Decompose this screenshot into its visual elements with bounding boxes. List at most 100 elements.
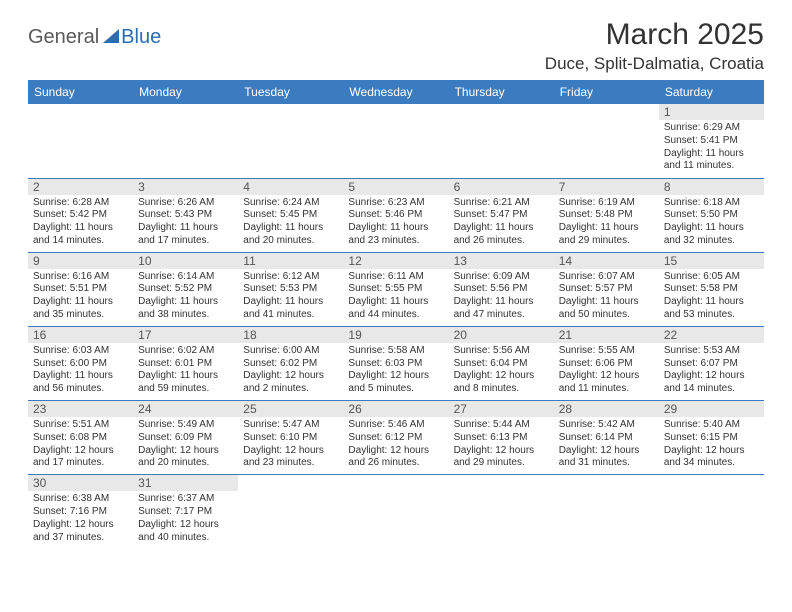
calendar-cell: 22 Sunrise: 5:53 AMSunset: 6:07 PMDayligh… [659,326,764,400]
calendar-cell [449,104,554,178]
calendar-cell: 11Sunrise: 6:12 AMSunset: 5:53 PMDayligh… [238,252,343,326]
sunrise-text: Sunrise: 5:55 AM [559,345,654,358]
sunset-text: Sunset: 5:56 PM [454,283,549,296]
sunset-text: Sunset: 5:43 PM [138,209,233,222]
col-tuesday: Tuesday [238,80,343,104]
calendar-cell [28,104,133,178]
sunrise-text: Sunrise: 6:16 AM [33,271,128,284]
daylight-text: Daylight: 12 hours and 37 minutes. [33,519,128,545]
sunrise-text: Sunrise: 6:12 AM [243,271,338,284]
calendar-cell [343,104,448,178]
calendar-cell [343,475,448,549]
sunrise-text: Sunrise: 5:51 AM [33,419,128,432]
sunset-text: Sunset: 5:41 PM [664,135,759,148]
day-info: Sunrise: 5:51 AMSunset: 6:08 PMDaylight:… [33,419,128,470]
calendar-cell: 7Sunrise: 6:19 AMSunset: 5:48 PMDaylight… [554,178,659,252]
day-info: Sunrise: 6:05 AMSunset: 5:58 PMDaylight:… [664,271,759,322]
day-number: 10 [133,253,238,269]
day-info: Sunrise: 5:44 AMSunset: 6:13 PMDaylight:… [454,419,549,470]
calendar-cell [133,104,238,178]
daylight-text: Daylight: 11 hours and 29 minutes. [559,222,654,248]
day-info: Sunrise: 6:24 AMSunset: 5:45 PMDaylight:… [243,197,338,248]
daylight-text: Daylight: 11 hours and 41 minutes. [243,296,338,322]
col-thursday: Thursday [449,80,554,104]
daylight-text: Daylight: 11 hours and 38 minutes. [138,296,233,322]
sunset-text: Sunset: 6:15 PM [664,432,759,445]
sunrise-text: Sunrise: 5:46 AM [348,419,443,432]
calendar-cell: 4Sunrise: 6:24 AMSunset: 5:45 PMDaylight… [238,178,343,252]
sunset-text: Sunset: 6:04 PM [454,358,549,371]
day-info: Sunrise: 6:18 AMSunset: 5:50 PMDaylight:… [664,197,759,248]
day-number: 5 [343,179,448,195]
calendar-cell: 25Sunrise: 5:47 AMSunset: 6:10 PMDayligh… [238,401,343,475]
day-info: Sunrise: 5:46 AMSunset: 6:12 PMDaylight:… [348,419,443,470]
day-number: 15 [659,253,764,269]
daylight-text: Daylight: 12 hours and 20 minutes. [138,445,233,471]
calendar-row: 23Sunrise: 5:51 AMSunset: 6:08 PMDayligh… [28,401,764,475]
sunset-text: Sunset: 5:51 PM [33,283,128,296]
day-number: 24 [133,401,238,417]
daylight-text: Daylight: 11 hours and 56 minutes. [33,370,128,396]
sunset-text: Sunset: 6:08 PM [33,432,128,445]
daylight-text: Daylight: 12 hours and 26 minutes. [348,445,443,471]
daylight-text: Daylight: 11 hours and 32 minutes. [664,222,759,248]
day-info: Sunrise: 6:00 AMSunset: 6:02 PMDaylight:… [243,345,338,396]
calendar-row: 2Sunrise: 6:28 AMSunset: 5:42 PMDaylight… [28,178,764,252]
sunrise-text: Sunrise: 6:37 AM [138,493,233,506]
calendar-cell: 23Sunrise: 5:51 AMSunset: 6:08 PMDayligh… [28,401,133,475]
day-info: Sunrise: 6:38 AMSunset: 7:16 PMDaylight:… [33,493,128,544]
month-title: March 2025 [545,18,764,52]
day-number: 20 [449,327,554,343]
calendar-cell: 5Sunrise: 6:23 AMSunset: 5:46 PMDaylight… [343,178,448,252]
daylight-text: Daylight: 12 hours and 29 minutes. [454,445,549,471]
day-number: 17 [133,327,238,343]
calendar-head: Sunday Monday Tuesday Wednesday Thursday… [28,80,764,104]
calendar-cell: 14Sunrise: 6:07 AMSunset: 5:57 PMDayligh… [554,252,659,326]
header: General Blue March 2025 Duce, Split-Dalm… [28,18,764,74]
day-info: Sunrise: 6:37 AMSunset: 7:17 PMDaylight:… [138,493,233,544]
day-number: 18 [238,327,343,343]
calendar-cell [554,475,659,549]
calendar-cell: 20Sunrise: 5:56 AMSunset: 6:04 PMDayligh… [449,326,554,400]
day-info: Sunrise: 6:16 AMSunset: 5:51 PMDaylight:… [33,271,128,322]
sunrise-text: Sunrise: 5:53 AM [664,345,759,358]
daylight-text: Daylight: 12 hours and 8 minutes. [454,370,549,396]
daylight-text: Daylight: 12 hours and 34 minutes. [664,445,759,471]
calendar-cell: 30Sunrise: 6:38 AMSunset: 7:16 PMDayligh… [28,475,133,549]
daylight-text: Daylight: 12 hours and 31 minutes. [559,445,654,471]
sunrise-text: Sunrise: 6:11 AM [348,271,443,284]
daylight-text: Daylight: 11 hours and 50 minutes. [559,296,654,322]
sunrise-text: Sunrise: 5:47 AM [243,419,338,432]
sunset-text: Sunset: 5:48 PM [559,209,654,222]
day-info: Sunrise: 5:58 AMSunset: 6:03 PMDaylight:… [348,345,443,396]
calendar-cell: 13Sunrise: 6:09 AMSunset: 5:56 PMDayligh… [449,252,554,326]
day-info: Sunrise: 5:53 AMSunset: 6:07 PMDaylight:… [664,345,759,396]
daylight-text: Daylight: 11 hours and 47 minutes. [454,296,549,322]
sunset-text: Sunset: 6:12 PM [348,432,443,445]
sunrise-text: Sunrise: 6:26 AM [138,197,233,210]
sail-icon [103,29,119,43]
logo: General Blue [28,26,161,49]
calendar-cell: 24Sunrise: 5:49 AMSunset: 6:09 PMDayligh… [133,401,238,475]
col-sunday: Sunday [28,80,133,104]
sunrise-text: Sunrise: 5:44 AM [454,419,549,432]
calendar-cell: 18 Sunrise: 6:00 AMSunset: 6:02 PMDayligh… [238,326,343,400]
sunrise-text: Sunrise: 6:05 AM [664,271,759,284]
day-number: 14 [554,253,659,269]
logo-text-blue: Blue [121,26,161,49]
calendar-cell: 17Sunrise: 6:02 AMSunset: 6:01 PMDayligh… [133,326,238,400]
day-number: 22 [659,327,764,343]
calendar-cell: 6Sunrise: 6:21 AMSunset: 5:47 PMDaylight… [449,178,554,252]
sunset-text: Sunset: 5:55 PM [348,283,443,296]
sunset-text: Sunset: 6:06 PM [559,358,654,371]
col-wednesday: Wednesday [343,80,448,104]
day-number: 28 [554,401,659,417]
sunset-text: Sunset: 5:53 PM [243,283,338,296]
calendar-row: 9Sunrise: 6:16 AMSunset: 5:51 PMDaylight… [28,252,764,326]
calendar-cell [238,475,343,549]
title-block: March 2025 Duce, Split-Dalmatia, Croatia [545,18,764,74]
sunrise-text: Sunrise: 6:28 AM [33,197,128,210]
day-info: Sunrise: 5:40 AMSunset: 6:15 PMDaylight:… [664,419,759,470]
calendar-row: 30Sunrise: 6:38 AMSunset: 7:16 PMDayligh… [28,475,764,549]
sunrise-text: Sunrise: 6:14 AM [138,271,233,284]
